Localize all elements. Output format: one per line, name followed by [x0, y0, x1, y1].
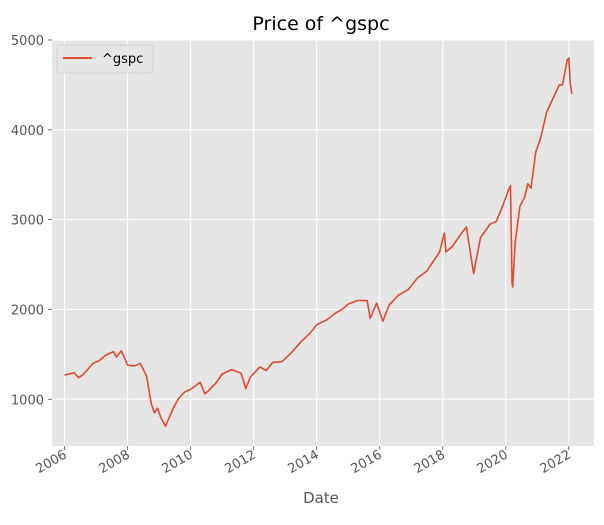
chart-title: Price of ^gspc [252, 13, 389, 35]
legend: ^gspc [56, 44, 154, 74]
y-tick-label: 4000 [11, 124, 44, 139]
legend-label: ^gspc [102, 52, 143, 67]
y-tick-label: 2000 [11, 303, 44, 318]
x-tick-label: 2010 [159, 447, 195, 477]
x-tick-label: 2012 [223, 447, 259, 477]
x-tick-label: 2006 [33, 447, 69, 477]
x-tick-label: 2008 [96, 447, 132, 477]
series-line-gspc [64, 57, 573, 428]
y-axis: 1000 2000 3000 4000 5000 [11, 34, 52, 408]
x-tick-label: 2016 [349, 447, 385, 477]
x-axis: 2006 2008 2010 2012 2014 2016 2018 2020 2022 [33, 446, 574, 477]
x-tick-label: 2022 [538, 447, 574, 477]
series-layer [64, 57, 573, 428]
x-tick-label: 2020 [475, 447, 511, 477]
plot-background [52, 40, 594, 446]
y-tick-label: 1000 [11, 393, 44, 408]
y-tick-label: 3000 [11, 214, 44, 229]
grid [52, 39, 594, 446]
legend-box [56, 44, 154, 74]
x-tick-label: 2014 [286, 447, 322, 477]
x-tick-label: 2018 [412, 447, 448, 477]
x-axis-label: Date [303, 489, 339, 507]
y-tick-label: 5000 [11, 34, 44, 49]
